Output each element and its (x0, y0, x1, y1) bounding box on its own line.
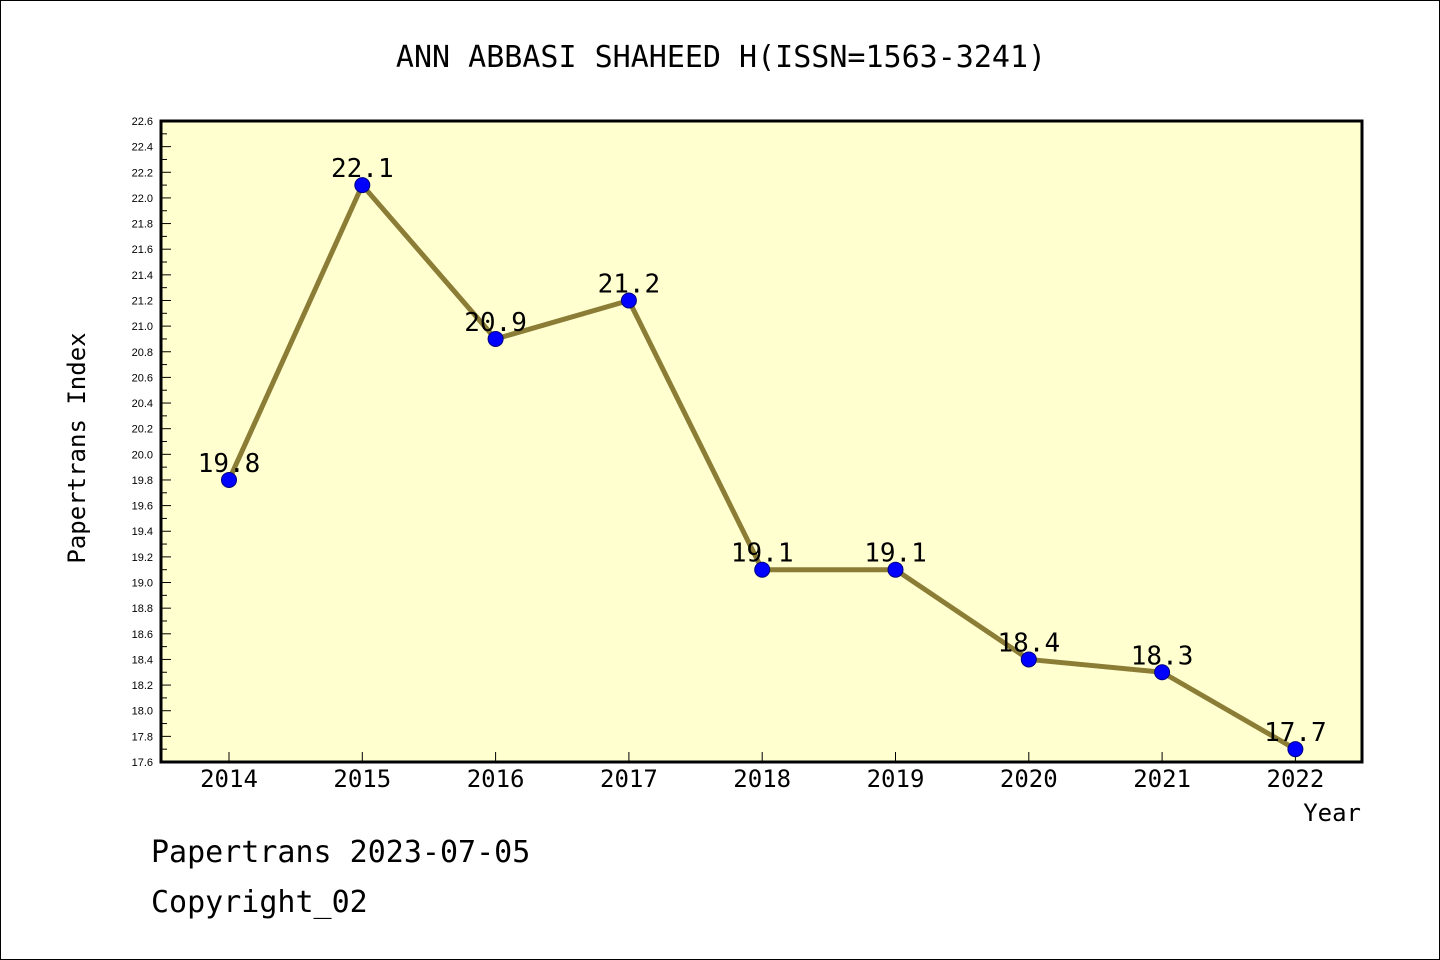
y-tick-label: 19.4 (132, 526, 153, 538)
y-tick-label: 22.4 (132, 142, 153, 154)
x-axis-title: Year (1303, 799, 1361, 827)
x-tick-label: 2019 (867, 765, 925, 793)
x-tick-label: 2017 (600, 765, 658, 793)
data-value-label: 22.1 (331, 154, 394, 184)
data-value-label: 18.4 (997, 628, 1060, 658)
y-tick-label: 18.2 (132, 680, 153, 692)
x-axis-ticks (228, 752, 1296, 762)
data-value-label: 21.2 (598, 269, 661, 299)
y-tick-label: 17.6 (132, 757, 153, 769)
y-tick-label: 20.4 (132, 398, 153, 410)
data-point-marker (1287, 741, 1304, 758)
x-tick-label: 2015 (333, 765, 391, 793)
data-value-label: 18.3 (1131, 641, 1194, 671)
y-tick-label: 21.0 (132, 321, 153, 333)
data-point-marker (487, 330, 504, 347)
y-tick-label: 18.8 (132, 603, 153, 615)
y-tick-label: 21.4 (132, 270, 153, 282)
x-tick-label: 2016 (467, 765, 525, 793)
data-point-marker (1020, 651, 1037, 668)
footer-copyright: Copyright_02 (151, 885, 368, 920)
data-labels: 19.8 22.1 20.9 21.2 19.1 19.1 18.4 18.3 17.7 (198, 154, 1327, 748)
y-tick-label: 19.6 (132, 501, 153, 513)
y-tick-label: 19.8 (132, 475, 153, 487)
y-tick-label: 20.2 (132, 424, 153, 436)
data-value-label: 19.1 (864, 539, 927, 569)
data-point-marker (1154, 664, 1171, 681)
y-tick-label: 21.8 (132, 219, 153, 231)
data-point-marker (887, 561, 904, 578)
x-axis-tick-labels: 2014 2015 2016 2017 2018 2019 2020 2021 2022 (200, 765, 1324, 793)
y-tick-label: 19.2 (132, 552, 153, 564)
y-tick-label: 19.0 (132, 578, 153, 590)
y-tick-label: 21.6 (132, 244, 153, 256)
data-value-label: 17.7 (1264, 718, 1327, 748)
y-tick-label: 18.6 (132, 629, 153, 641)
y-axis-tick-labels: 17.6 17.8 18.0 18.2 18.4 18.6 18.8 19.0 19.2 19.4… (132, 116, 153, 769)
x-tick-label: 2022 (1267, 765, 1325, 793)
x-tick-label: 2020 (1000, 765, 1058, 793)
data-value-label: 19.1 (731, 539, 794, 569)
y-tick-label: 20.0 (132, 449, 153, 461)
y-tick-label: 18.0 (132, 706, 153, 718)
y-tick-label: 21.2 (132, 295, 153, 307)
y-axis-title: Papertrans Index (63, 332, 91, 563)
data-point-marker (620, 292, 637, 309)
y-axis-ticks (161, 120, 171, 763)
plot-background (161, 121, 1362, 762)
data-value-label: 20.9 (464, 308, 527, 338)
data-point-marker (354, 177, 371, 194)
chart-title: ANN ABBASI SHAHEED H(ISSN=1563-3241) (396, 40, 1046, 75)
x-tick-label: 2021 (1133, 765, 1191, 793)
x-tick-label: 2014 (200, 765, 258, 793)
data-value-label: 19.8 (198, 449, 261, 479)
y-tick-label: 17.8 (132, 731, 153, 743)
series-markers (221, 177, 1304, 758)
footer-date-stamp: Papertrans 2023-07-05 (151, 835, 531, 870)
data-point-marker (221, 471, 237, 488)
plot-frame (159, 119, 1364, 764)
y-tick-label: 22.0 (132, 193, 153, 205)
data-point-marker (754, 561, 771, 578)
x-tick-label: 2018 (733, 765, 791, 793)
y-tick-label: 20.6 (132, 372, 153, 384)
y-tick-label: 22.2 (132, 167, 153, 179)
y-tick-label: 20.8 (132, 347, 153, 359)
y-tick-label: 18.4 (132, 654, 153, 666)
y-tick-label: 22.6 (132, 116, 153, 128)
